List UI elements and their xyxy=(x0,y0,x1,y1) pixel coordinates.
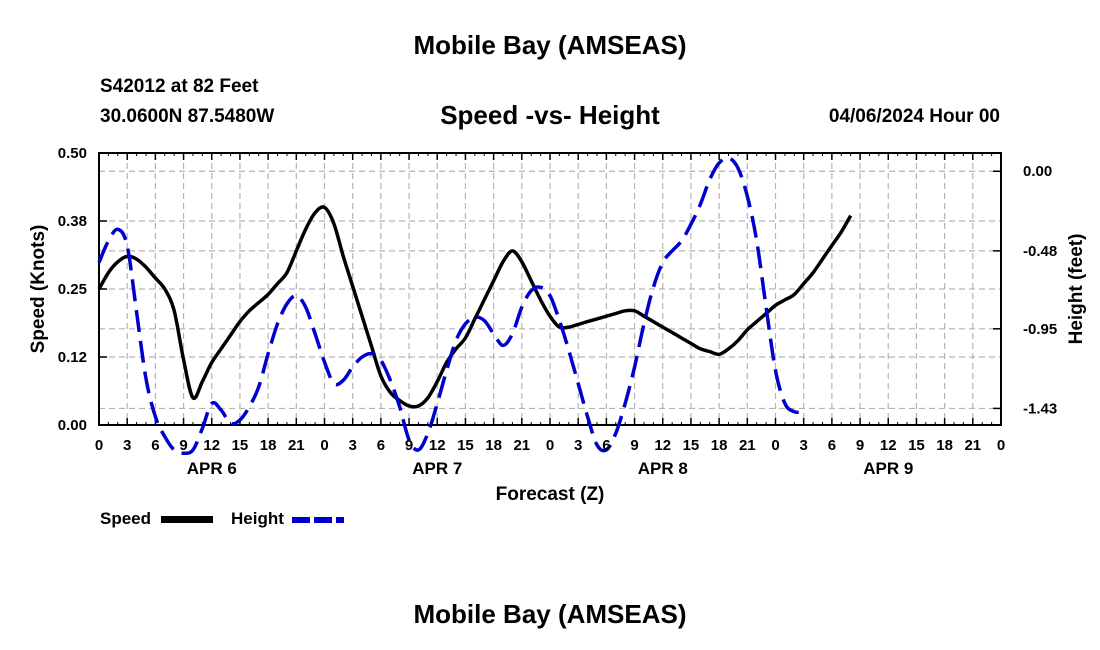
height-series-line xyxy=(97,156,804,456)
day-label: APR 6 xyxy=(187,459,237,478)
x-tick-label: 6 xyxy=(151,437,159,454)
x-tick-label: 3 xyxy=(123,437,131,454)
x-tick-label: 6 xyxy=(828,437,836,454)
x-tick-label: 12 xyxy=(203,437,220,454)
bottom-title: Mobile Bay (AMSEAS) xyxy=(413,599,687,629)
y2-tick-label: 0.00 xyxy=(1023,163,1052,180)
x-tick-label: 6 xyxy=(377,437,385,454)
coordinates-label: 30.0600N 87.5480W xyxy=(100,106,275,127)
y2-axis-label: Height (feet) xyxy=(1066,234,1087,345)
legend-speed-swatch xyxy=(161,516,213,523)
y2-tick-label: -0.95 xyxy=(1023,321,1057,338)
x-tick-label: 21 xyxy=(513,437,530,454)
day-label: APR 9 xyxy=(863,459,913,478)
axis-ticks xyxy=(98,152,1002,426)
speed-series-line xyxy=(97,205,853,409)
x-tick-label: 9 xyxy=(630,437,638,454)
x-tick-label: 0 xyxy=(997,437,1005,454)
x-tick-label: 0 xyxy=(546,437,554,454)
chart-title: Speed -vs- Height xyxy=(440,100,660,130)
y-axis-label: Speed (Knots) xyxy=(28,225,49,354)
x-tick-label: 3 xyxy=(574,437,582,454)
x-tick-label: 9 xyxy=(405,437,413,454)
x-tick-label: 12 xyxy=(880,437,897,454)
legend-speed-label: Speed xyxy=(100,509,152,528)
y-tick-label: 0.50 xyxy=(58,145,87,162)
x-tick-label: 0 xyxy=(95,437,103,454)
x-tick-label: 21 xyxy=(964,437,981,454)
x-tick-label: 9 xyxy=(856,437,864,454)
x-tick-label: 9 xyxy=(179,437,187,454)
day-label: APR 8 xyxy=(638,459,688,478)
x-tick-label: 3 xyxy=(349,437,357,454)
x-tick-label: 18 xyxy=(711,437,728,454)
y-tick-label: 0.12 xyxy=(58,349,87,366)
main-title: Mobile Bay (AMSEAS) xyxy=(413,30,687,60)
y-tick-label: 0.00 xyxy=(58,417,87,434)
x-tick-label: 18 xyxy=(260,437,277,454)
x-tick-label: 18 xyxy=(485,437,502,454)
y-tick-label: 0.25 xyxy=(58,281,87,298)
y2-tick-label: -1.43 xyxy=(1023,400,1057,417)
x-axis-label: Forecast (Z) xyxy=(496,484,605,505)
x-tick-label: 12 xyxy=(429,437,446,454)
x-tick-label: 6 xyxy=(602,437,610,454)
x-tick-label: 15 xyxy=(457,437,474,454)
x-tick-label: 15 xyxy=(232,437,249,454)
x-tick-label: 3 xyxy=(800,437,808,454)
legend-height-swatch xyxy=(292,517,344,523)
series-lines xyxy=(97,156,853,456)
forecast-datetime: 04/06/2024 Hour 00 xyxy=(828,106,1000,127)
legend-height-label: Height xyxy=(231,509,284,528)
x-tick-label: 12 xyxy=(654,437,671,454)
x-tick-label: 18 xyxy=(936,437,953,454)
x-tick-label: 15 xyxy=(908,437,925,454)
y2-tick-label: -0.48 xyxy=(1023,243,1057,260)
x-tick-label: 15 xyxy=(683,437,700,454)
axis-labels: 0 3 6 9 12 15 18 21 0 3 6 9 12 15 18 21 0 3 6 9 12 15 18 21 0 3 6 9… xyxy=(58,145,1057,478)
y-tick-label: 0.38 xyxy=(58,213,87,230)
x-tick-label: 21 xyxy=(288,437,305,454)
day-label: APR 7 xyxy=(412,459,462,478)
x-tick-label: 21 xyxy=(739,437,756,454)
station-label: S42012 at 82 Feet xyxy=(100,76,259,97)
x-tick-label: 0 xyxy=(771,437,779,454)
grid-lines xyxy=(99,153,1001,425)
x-tick-label: 0 xyxy=(320,437,328,454)
